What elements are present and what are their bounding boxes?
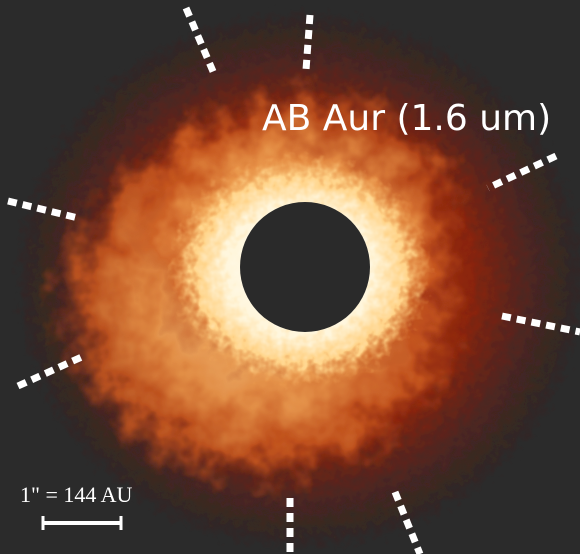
coronagraph-mask — [240, 202, 370, 332]
image: AB Aur (1.6 um) 1" = 144 AU — [0, 0, 580, 554]
scale-label: 1" = 144 AU — [20, 482, 133, 507]
target-label: AB Aur (1.6 um) — [262, 98, 551, 139]
